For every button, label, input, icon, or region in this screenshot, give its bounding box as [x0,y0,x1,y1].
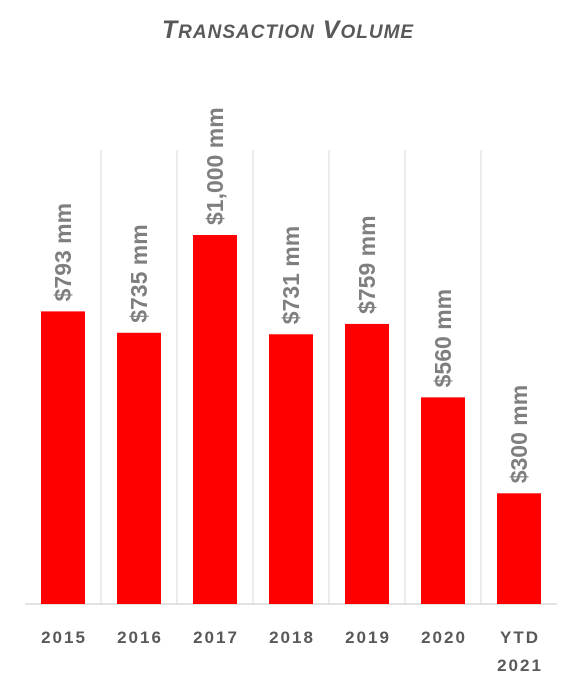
x-tick-label: 2015 [41,628,87,647]
x-tick-label: 2016 [117,628,163,647]
x-tick-label: 2018 [269,628,315,647]
bar-2016 [117,332,161,604]
data-label: $793 mm [50,203,76,301]
data-label: $759 mm [354,215,380,313]
bar-2015 [41,311,85,604]
x-tick-labels: 2015 2016 2017 2018 2019 2020 YTD 2021 [41,628,543,675]
data-label: $560 mm [430,289,456,387]
bar-2017 [193,235,237,604]
bar-2020 [421,397,465,604]
x-tick-label: YTD 2021 [497,628,543,675]
data-labels: $793 mm $735 mm $1,000 mm $731 mm $759 mm $56… [50,107,532,483]
x-tick-label: 2020 [421,628,467,647]
data-label: $731 mm [278,226,304,324]
bar-2019 [345,323,389,604]
data-label: $735 mm [126,224,152,322]
data-label: $300 mm [506,385,532,483]
x-tick-label: 2017 [193,628,239,647]
bar-ytd-2021 [497,493,541,604]
category-separators [100,150,482,604]
data-label: $1,000 mm [202,107,228,225]
bar-series [41,235,541,604]
chart-title: TRANSACTION VOLUME [162,16,415,44]
bar-2018 [269,334,313,604]
x-tick-label: 2019 [345,628,391,647]
